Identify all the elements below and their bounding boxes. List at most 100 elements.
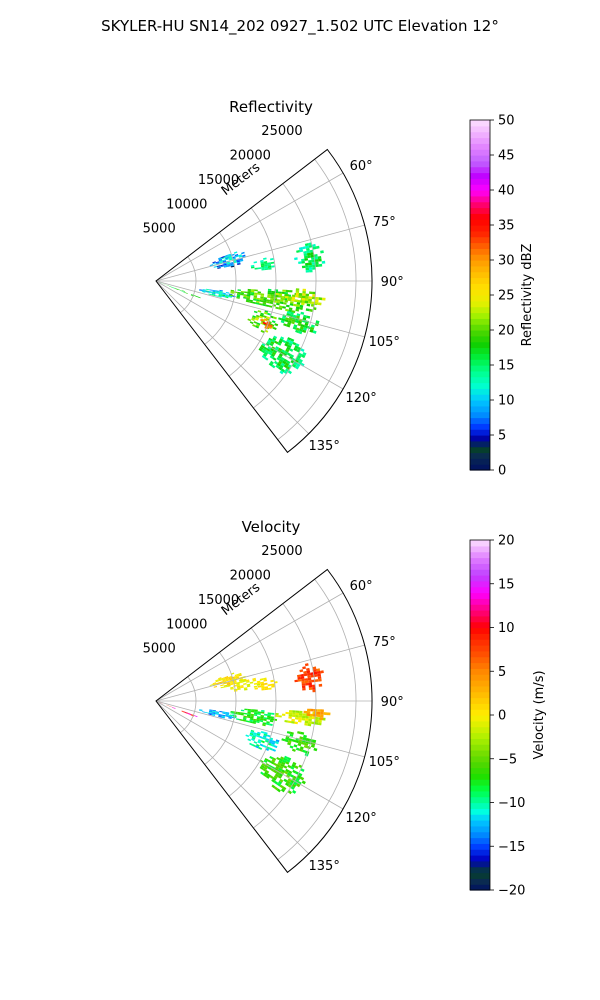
echo-gate [228,257,233,260]
range-ring [228,627,277,797]
echo-gate [298,772,303,777]
echo-gate [265,775,270,779]
echo-gate [284,720,288,723]
echo-gate [298,320,302,324]
echo-gate [253,295,258,298]
echo-gate [291,321,295,325]
colorbar-segment [470,388,490,395]
echo-gate [301,741,306,745]
echo-gate [320,250,324,254]
echo-gate [308,298,312,302]
echo-gate [272,351,276,356]
colorbar-segment [470,685,490,693]
colorbar-segment [470,545,490,553]
echo-gate [284,739,289,743]
echo-gate [256,717,261,720]
echo-gate [266,721,270,724]
echo-gate [297,355,302,359]
echo-gate [175,288,179,291]
echo-gate [300,776,305,781]
echo-gate [257,267,262,270]
echo-gate [306,672,311,676]
echo-gate [162,283,166,285]
echo-gate [202,289,206,291]
colorbar-segment [470,662,490,669]
echo-gate [301,715,306,719]
echo-gate [315,716,319,720]
echo-gate [284,770,289,775]
colorbar-segment [470,790,490,798]
colorbar-segment [470,569,490,576]
echo-gate [294,739,299,744]
echo-gate [243,294,248,297]
colorbar-segment [470,750,490,757]
echo-gate [311,679,315,683]
echo-region [250,257,275,271]
echo-gate [283,765,288,769]
colorbar-segment [470,621,490,629]
echo-gate [229,714,234,717]
echo-gate [285,296,289,299]
echo-gate [262,744,267,748]
echo-gate [235,255,239,258]
echo-gate [290,311,294,315]
echo-gate [279,370,284,375]
colorbar-tick-label: −5 [498,752,517,767]
echo-gate [261,268,265,271]
colorbar-segment [470,411,490,419]
echo-gate [286,313,291,316]
colorbar-segment [470,248,490,255]
echo-gate [215,679,219,682]
echo-gate [219,289,223,292]
echo-gate [306,670,311,674]
echo-gate [280,299,284,303]
echo-gate [253,682,258,685]
echo-gate [303,253,308,257]
echo-gate [249,301,253,304]
echo-gate [237,289,241,291]
colorbar-segment [470,190,490,197]
echo-gate [218,259,223,262]
echo-gate [218,293,223,296]
echo-gate [169,705,173,708]
echo-gate [236,295,241,298]
echo-gate [269,723,273,726]
echo-gate [265,722,270,726]
azimuth-tick-label: 90° [381,275,404,290]
echo-gate [312,291,316,295]
echo-gate [316,714,321,718]
echo-gate [259,314,264,317]
colorbar-segment [470,551,490,559]
echo-gate [260,764,265,769]
colorbar-segment [470,324,490,331]
echo-gate [259,735,263,739]
echo-gate [236,261,241,264]
echo-gate [218,678,222,681]
echo-gate [250,713,254,716]
echo-gate [239,259,244,262]
echo-gate [320,709,324,713]
echo-gate [270,679,274,683]
echo-gate [286,304,290,308]
echo-gate [249,719,253,722]
echo-gate [260,344,265,349]
range-tick-label: 15000 [198,173,239,188]
colorbar-segment [470,417,490,424]
echo-gate [251,738,255,742]
range-tick-label: 25000 [261,544,302,559]
colorbar-tick-label: 15 [498,359,515,374]
echo-region [275,288,326,307]
echo-gate [230,686,234,689]
echo-gate [267,262,271,265]
echo-gate [314,259,319,262]
echo-gate [234,673,239,677]
azimuth-tick-label: 90° [381,695,404,710]
echo-gate [303,710,307,714]
echo-gate [282,316,286,320]
echo-gate [276,757,281,761]
colorbar-segment [470,744,490,751]
colorbar-segment [470,306,490,314]
echo-gate [287,772,292,777]
echo-gate [288,296,292,299]
echo-gate [220,686,225,689]
